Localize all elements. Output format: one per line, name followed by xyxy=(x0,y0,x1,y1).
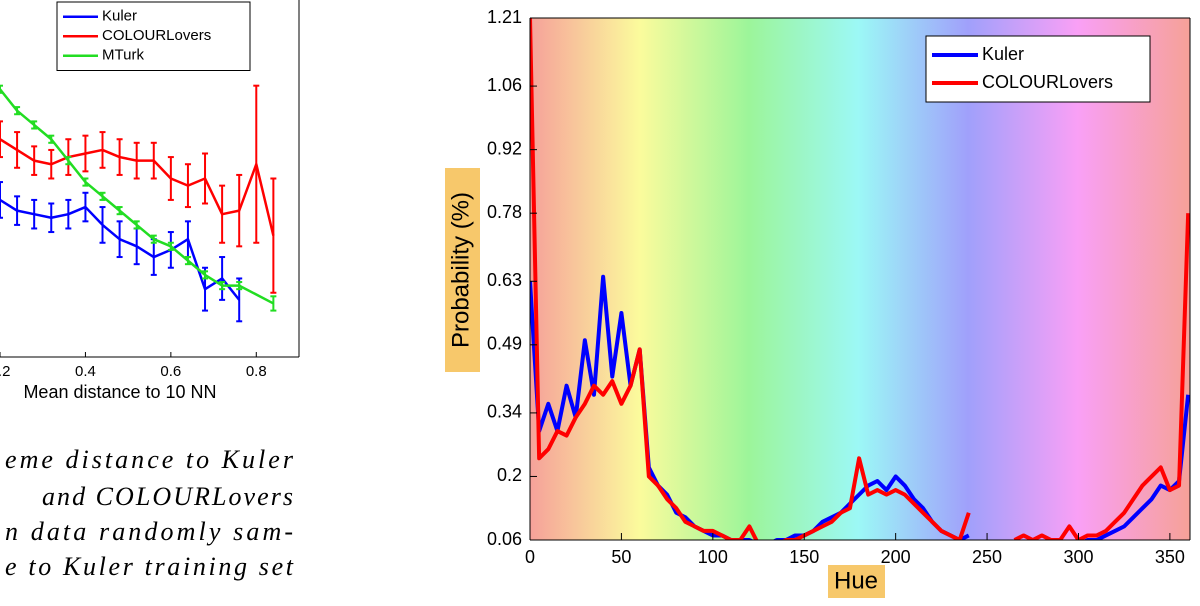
caption-line: and COLOURLovers xyxy=(42,482,293,511)
y-tick-label: 0.78 xyxy=(487,202,522,222)
error-bar xyxy=(270,295,277,312)
x-tick-label: 250 xyxy=(972,547,1002,567)
error-bar xyxy=(270,177,277,294)
error-bar xyxy=(219,256,226,301)
error-bar xyxy=(82,134,89,173)
y-tick-label: 0.49 xyxy=(487,334,522,354)
legend-label: MTurk xyxy=(102,47,144,64)
x-tick-label: 350 xyxy=(1155,547,1185,567)
error-bar xyxy=(82,177,89,187)
error-bar xyxy=(253,84,260,244)
error-bar xyxy=(219,184,226,244)
error-bar xyxy=(48,202,55,234)
error-bar xyxy=(202,270,209,280)
error-bar xyxy=(150,234,157,244)
error-bar xyxy=(48,134,55,144)
x-axis-label: Mean distance to 10 NN xyxy=(23,382,216,402)
series-line xyxy=(1013,213,1190,540)
error-bar xyxy=(65,198,72,230)
caption-line: n data randomly sam- xyxy=(5,517,293,546)
y-axis-label: Probability (%) xyxy=(447,192,474,348)
error-bar xyxy=(48,148,55,180)
y-tick-label: 0.06 xyxy=(487,529,522,549)
x-tick-label: 0.8 xyxy=(246,363,267,380)
error-bar xyxy=(150,141,157,180)
error-bar xyxy=(184,256,191,266)
error-bar xyxy=(0,181,3,219)
legend: Kuler COLOURLovers MTurk xyxy=(56,1,251,71)
y-tick-label: 0.34 xyxy=(487,402,522,422)
legend-box xyxy=(925,35,1151,103)
error-bar xyxy=(116,138,123,176)
error-bar xyxy=(99,131,106,169)
error-bar xyxy=(116,206,123,216)
y-tick-label: 0.2 xyxy=(497,465,522,485)
x-tick-label: 0.4 xyxy=(75,363,96,380)
y-tick-label: 0.63 xyxy=(487,270,522,290)
error-bar xyxy=(236,173,243,248)
x-tick-label: 0.6 xyxy=(160,363,181,380)
error-bar xyxy=(65,156,72,166)
plot-area xyxy=(0,84,277,323)
x-tick-label: 300 xyxy=(1063,547,1093,567)
y-label-bg xyxy=(445,168,480,372)
series-line xyxy=(530,274,970,540)
x-tick-label: 150 xyxy=(789,547,819,567)
series-line xyxy=(0,88,274,305)
error-bar xyxy=(167,156,174,201)
y-tick-label: 1.06 xyxy=(487,75,522,95)
error-bar xyxy=(0,120,3,159)
error-bar xyxy=(31,120,38,130)
error-bar xyxy=(236,281,243,291)
error-bar xyxy=(133,141,140,180)
y-tick-label: 1.21 xyxy=(487,7,522,27)
legend-label: Kuler xyxy=(102,8,137,25)
x-tick-label: 0 xyxy=(525,547,535,567)
error-bar xyxy=(167,241,174,251)
error-bar xyxy=(82,191,89,223)
x-tick-label: 0.2 xyxy=(0,363,10,380)
series-line xyxy=(530,18,971,540)
error-bar xyxy=(184,163,191,209)
y-tick-label: 0.92 xyxy=(487,138,522,158)
caption-line: eme distance to Kuler xyxy=(5,445,294,474)
x-tick-label: 200 xyxy=(881,547,911,567)
error-bar xyxy=(14,195,21,226)
error-bar xyxy=(14,106,21,116)
error-bar xyxy=(219,281,226,291)
legend-label: Kuler xyxy=(982,44,1024,64)
error-bar xyxy=(0,84,3,94)
x-tick-label: 50 xyxy=(611,547,631,567)
x-tick-label: 100 xyxy=(698,547,728,567)
error-bar xyxy=(133,220,140,230)
x-label-bg xyxy=(828,565,885,598)
plot-area xyxy=(530,18,1190,540)
legend-label: COLOURLovers xyxy=(982,72,1113,92)
error-bar xyxy=(31,198,38,230)
legend-label: COLOURLovers xyxy=(102,27,211,44)
error-bar xyxy=(14,131,21,169)
error-bar xyxy=(99,206,106,244)
error-bar xyxy=(116,220,123,259)
caption-line: e to Kuler training set xyxy=(5,552,294,581)
x-axis-label: Hue xyxy=(834,567,878,594)
error-bar xyxy=(31,145,38,176)
error-bar xyxy=(202,152,209,205)
legend: Kuler COLOURLovers xyxy=(925,35,1151,103)
series-line xyxy=(1083,394,1190,540)
error-bar xyxy=(99,191,106,201)
hue-background xyxy=(530,18,1190,540)
